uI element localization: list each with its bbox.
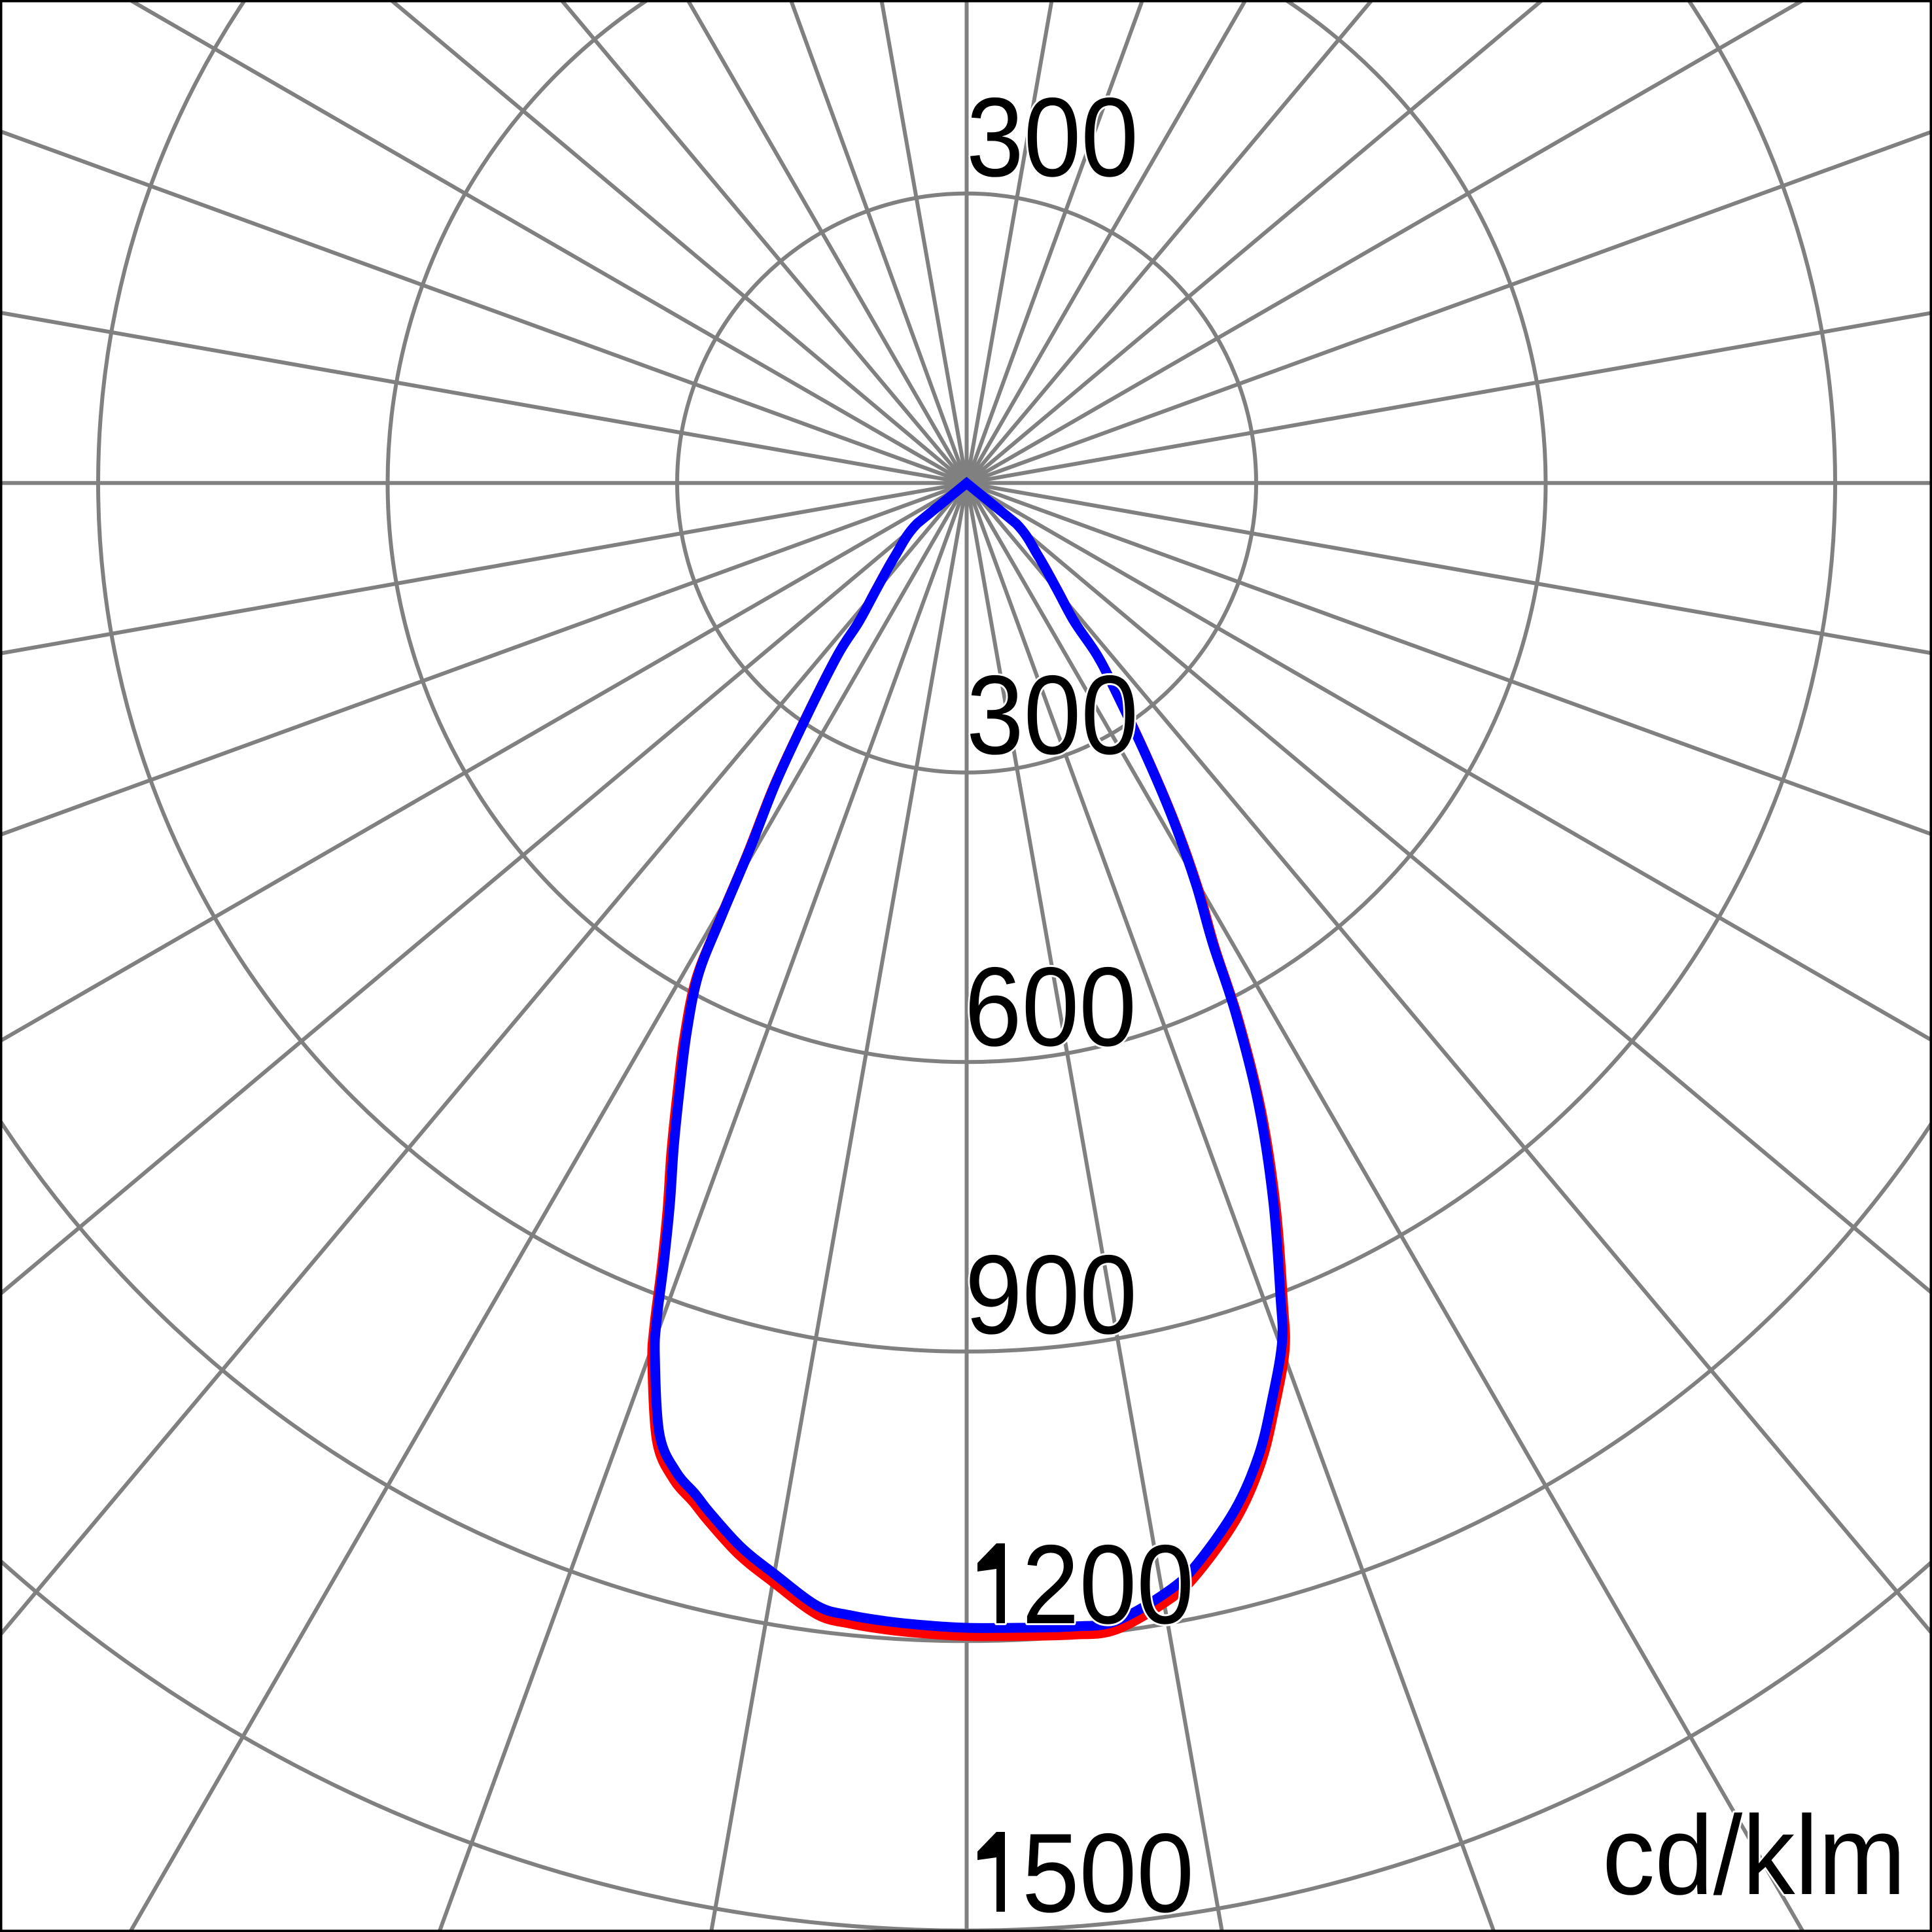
svg-text:300: 300 [966, 75, 1138, 200]
svg-text:900: 900 [965, 1232, 1137, 1358]
svg-text:200: 200 [1022, 1522, 1194, 1647]
svg-text:600: 600 [964, 944, 1136, 1070]
svg-text:cd/klm: cd/klm [1602, 1793, 1906, 1918]
svg-text:300: 300 [966, 652, 1138, 778]
svg-text:500: 500 [1022, 1810, 1194, 1932]
